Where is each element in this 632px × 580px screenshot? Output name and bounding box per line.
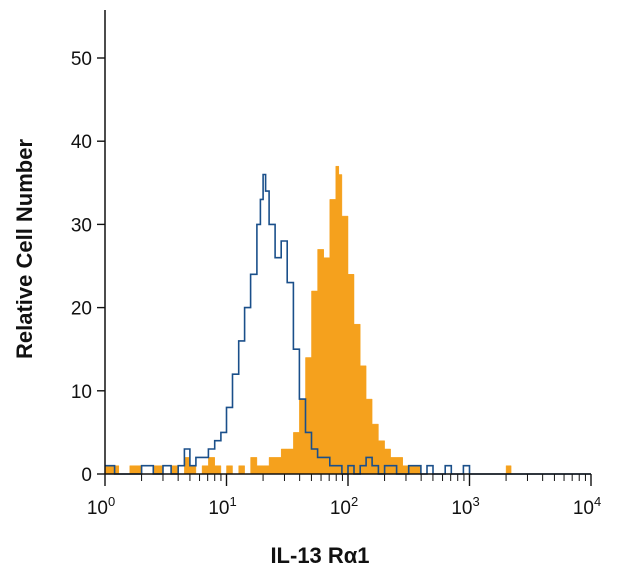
y-tick-label: 40 <box>71 132 92 153</box>
x-tick-label: 101 <box>208 494 236 519</box>
y-tick-label: 20 <box>71 299 92 320</box>
y-tick-label: 30 <box>71 215 92 236</box>
y-tick-label: 10 <box>71 382 92 403</box>
x-tick-label: 102 <box>330 494 358 519</box>
series-outline-histogram <box>105 173 591 475</box>
x-tick-label: 104 <box>573 494 601 519</box>
y-tick-label: 0 <box>81 465 92 486</box>
x-tick-label: 103 <box>451 494 479 519</box>
x-axis-ticks: 100 101 102 103 104 <box>87 474 601 519</box>
y-axis-title: Relative Cell Number <box>12 139 37 360</box>
y-tick-label: 50 <box>71 49 92 70</box>
series-filled-histogram <box>104 165 591 475</box>
x-tick-label: 100 <box>87 494 115 519</box>
plot-area <box>104 165 591 475</box>
x-axis-title: IL-13 Rα1 <box>270 543 369 568</box>
y-axis-ticks: 0 10 20 30 40 50 <box>71 49 105 486</box>
